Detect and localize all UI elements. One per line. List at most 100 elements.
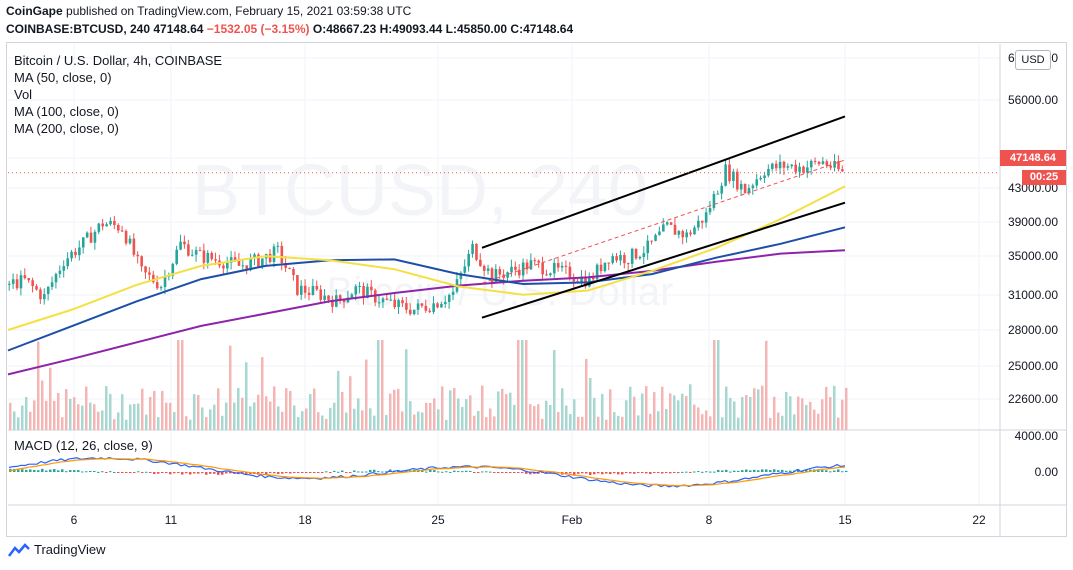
macd-histogram-bar	[845, 470, 848, 472]
candle-body	[790, 164, 794, 167]
macd-histogram-bar	[169, 472, 172, 475]
candle-body	[412, 309, 416, 315]
volume-bar	[265, 396, 268, 430]
candle-body	[545, 274, 548, 276]
volume-bar	[109, 393, 112, 430]
volume-bar	[405, 349, 408, 430]
volume-bar	[641, 393, 644, 430]
volume-bar	[85, 386, 88, 430]
macd-histogram-bar	[729, 471, 732, 473]
volume-bar	[273, 386, 276, 430]
macd-histogram-bar	[713, 471, 716, 473]
macd-histogram-bar	[69, 470, 72, 472]
macd-histogram-bar	[645, 472, 648, 474]
macd-tick-label: 4000.00	[1015, 429, 1059, 443]
macd-histogram-bar	[721, 470, 724, 472]
volume-bar	[649, 413, 652, 430]
volume-bar	[161, 390, 164, 430]
volume-bar	[65, 389, 68, 430]
macd-histogram-bar	[765, 469, 768, 472]
macd-histogram-bar	[777, 470, 780, 472]
volume-bar	[141, 388, 144, 430]
macd-histogram-bar	[309, 472, 312, 473]
volume-bar	[77, 404, 80, 430]
macd-histogram-bar	[245, 472, 248, 475]
candle-body	[747, 188, 751, 194]
bar-countdown-tag: 00:25	[1022, 170, 1066, 185]
macd-histogram-bar	[373, 469, 376, 472]
macd-histogram-bar	[825, 470, 828, 472]
macd-histogram-bar	[65, 471, 68, 473]
macd-histogram-bar	[93, 470, 96, 472]
price-tick-label: 28000.00	[1008, 323, 1058, 337]
volume-bar	[609, 389, 612, 430]
candle-body	[19, 275, 23, 289]
macd-histogram-bar	[497, 472, 500, 473]
ma50-line	[7, 185, 846, 331]
price-tick-label: 39000.00	[1008, 215, 1058, 229]
candle-body	[327, 295, 330, 300]
price-tick-label: 56000.00	[1008, 93, 1058, 107]
candle-body	[751, 185, 755, 189]
volume-bar	[241, 397, 244, 430]
macd-histogram-bar	[89, 470, 92, 472]
candle-body	[821, 161, 825, 164]
candle-body	[841, 169, 844, 172]
candle-body	[517, 269, 521, 276]
volume-bar	[69, 398, 72, 430]
macd-histogram-bar	[33, 469, 36, 472]
candle-body	[315, 286, 319, 290]
candle-body	[782, 161, 786, 168]
volume-bar	[313, 388, 316, 430]
volume-bar	[557, 411, 560, 430]
candle-body	[241, 265, 245, 267]
candle-body	[148, 272, 151, 275]
macd-histogram-bar	[205, 472, 208, 475]
candle-body	[253, 254, 256, 259]
volume-bar	[425, 402, 428, 430]
volume-bar	[41, 380, 44, 430]
candle-body	[311, 286, 315, 295]
candle-body	[226, 262, 229, 269]
macd-histogram-bar	[585, 472, 588, 474]
volume-bar	[257, 394, 260, 430]
footer-brand[interactable]: TradingView	[8, 542, 106, 557]
volume-bar	[357, 398, 360, 430]
macd-histogram-bar	[193, 472, 196, 474]
volume-bar	[421, 412, 424, 430]
chart-area[interactable]	[6, 42, 1067, 537]
volume-bar	[29, 411, 32, 430]
candle-body	[128, 238, 132, 244]
candle-body	[377, 302, 381, 304]
volume-bar	[665, 408, 668, 430]
volume-bar	[797, 396, 800, 430]
time-tick-label: 25	[431, 513, 445, 527]
channel-upper-line	[481, 115, 846, 249]
volume-bar	[237, 387, 240, 430]
macd-histogram-bar	[617, 472, 620, 475]
candle-body	[420, 303, 424, 306]
candle-body	[786, 166, 790, 168]
macd-histogram-bar	[349, 472, 352, 473]
volume-bar	[521, 340, 524, 430]
macd-histogram-bar	[469, 471, 472, 473]
volume-bar	[393, 389, 396, 430]
time-tick-label: 22	[972, 513, 986, 527]
candle-body	[806, 167, 809, 173]
volume-bar	[101, 410, 104, 430]
volume-bar	[177, 340, 180, 430]
high-value: H:49093.44	[379, 22, 443, 36]
time-tick-label: Feb	[562, 513, 583, 527]
volume-bar	[837, 417, 840, 430]
currency-button[interactable]: USD	[1015, 50, 1051, 70]
candle-body	[78, 247, 81, 256]
candle-body	[389, 299, 393, 301]
candle-body	[712, 194, 716, 209]
volume-bar	[261, 357, 264, 430]
candle-body	[245, 265, 249, 270]
volume-bar	[581, 416, 584, 430]
volume-bar	[13, 411, 16, 430]
candle-body	[109, 220, 112, 225]
macd-histogram-bar	[569, 472, 572, 474]
